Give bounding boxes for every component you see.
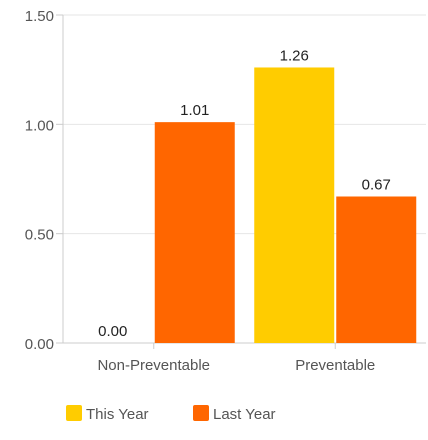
y-tick-label: 1.00 bbox=[25, 117, 54, 134]
bar-this-year bbox=[254, 67, 335, 343]
legend-swatch bbox=[66, 405, 82, 421]
y-tick-label: 1.50 bbox=[25, 8, 54, 25]
bar-last-year bbox=[154, 122, 235, 343]
x-tick-label: Preventable bbox=[295, 357, 375, 374]
y-tick-label: 0.50 bbox=[25, 227, 54, 244]
x-tick-label: Non-Preventable bbox=[97, 357, 210, 374]
axes: 0.00 0.50 1.00 1.50 Non-Preventable Preventab… bbox=[25, 8, 426, 374]
data-label: 0.67 bbox=[362, 176, 391, 193]
data-label: 1.01 bbox=[180, 102, 209, 119]
bars bbox=[154, 67, 417, 343]
legend-swatch bbox=[193, 405, 209, 421]
y-tick-label: 0.00 bbox=[25, 336, 54, 353]
data-label: 0.00 bbox=[98, 323, 127, 340]
data-label: 1.26 bbox=[280, 47, 309, 64]
legend: This Year Last Year bbox=[66, 405, 276, 423]
bar-last-year bbox=[336, 196, 417, 343]
data-labels: 0.00 1.01 1.26 0.67 bbox=[98, 47, 391, 340]
legend-label: This Year bbox=[86, 406, 149, 423]
legend-label: Last Year bbox=[213, 406, 276, 423]
